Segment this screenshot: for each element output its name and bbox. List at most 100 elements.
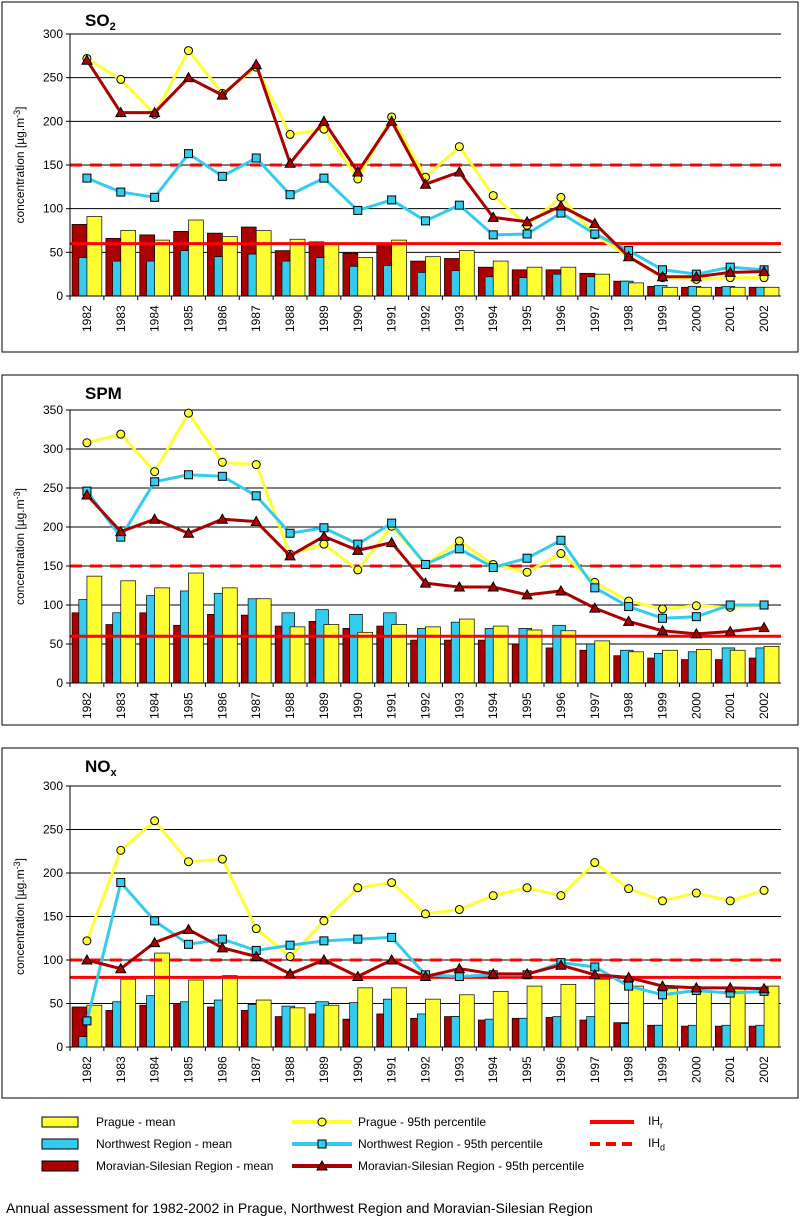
- point: [150, 916, 160, 926]
- x-tick-label: 1996: [554, 305, 568, 332]
- legend-label: IHd: [648, 1135, 666, 1153]
- legend-label: Prague - mean: [96, 1115, 176, 1129]
- y-tick-label: 300: [43, 27, 63, 41]
- point: [319, 539, 329, 549]
- point: [114, 525, 127, 537]
- point: [318, 953, 330, 965]
- point: [624, 981, 634, 991]
- x-tick-label: 1982: [80, 1056, 94, 1083]
- y-tick-label: 0: [56, 676, 63, 690]
- y-tick-label: 300: [43, 442, 63, 456]
- legend-label: Northwest Region - 95th percentile: [358, 1137, 543, 1151]
- legend-swatch-ihr: [590, 1120, 634, 1124]
- x-tick-label: 1991: [385, 1056, 399, 1083]
- point: [658, 990, 667, 1000]
- point: [419, 577, 432, 588]
- x-tick-label: 2001: [723, 692, 737, 719]
- point: [184, 149, 193, 159]
- point: [690, 627, 703, 639]
- bar: [492, 990, 509, 1048]
- legend-swatch-moravian-mean: [41, 1160, 79, 1172]
- point: [250, 58, 263, 70]
- point: [759, 885, 769, 895]
- x-tick-label: 1984: [148, 305, 162, 332]
- point: [150, 467, 160, 477]
- x-tick-label: 1991: [385, 305, 399, 332]
- point: [555, 200, 567, 211]
- x-tick-label: 2000: [689, 692, 703, 719]
- x-tick-label: 1999: [656, 305, 670, 332]
- y-tick-label: 250: [43, 823, 63, 837]
- x-tick-label: 1991: [385, 692, 399, 719]
- legend-label: Moravian-Silesian Region - 95th percenti…: [358, 1159, 585, 1173]
- point: [454, 142, 464, 152]
- bar: [696, 990, 712, 1048]
- bar: [662, 286, 678, 297]
- point: [81, 953, 93, 965]
- bar: [425, 998, 441, 1048]
- legend-swatch-northwest-p95: [292, 1139, 352, 1149]
- point: [81, 488, 93, 500]
- point: [284, 967, 296, 979]
- x-tick-label: 1982: [80, 692, 94, 719]
- bar: [696, 649, 712, 684]
- bar: [425, 256, 441, 297]
- x-tick-label: 1992: [419, 305, 433, 332]
- point: [251, 460, 261, 470]
- bar: [120, 580, 137, 684]
- y-tick-label: 200: [43, 520, 63, 534]
- point: [319, 916, 329, 926]
- bar: [86, 216, 103, 297]
- x-tick-label: 1994: [486, 1056, 500, 1083]
- y-tick-label: 150: [43, 910, 63, 924]
- point: [622, 615, 635, 626]
- point: [556, 549, 566, 559]
- point: [216, 89, 229, 100]
- point: [724, 625, 737, 637]
- point: [148, 936, 161, 948]
- point: [217, 854, 227, 864]
- point: [658, 613, 667, 623]
- bar: [188, 572, 204, 684]
- point: [556, 891, 566, 901]
- x-tick-label: 1983: [114, 305, 128, 332]
- point: [184, 470, 193, 480]
- point: [251, 924, 261, 934]
- x-tick-label: 1990: [351, 305, 365, 332]
- point: [521, 967, 533, 979]
- bar: [357, 631, 374, 684]
- point: [82, 173, 92, 183]
- point: [184, 857, 193, 867]
- point: [555, 584, 567, 596]
- point: [353, 205, 363, 215]
- bar: [357, 257, 374, 297]
- bar: [188, 979, 204, 1048]
- point: [725, 600, 735, 610]
- point: [217, 171, 227, 181]
- point: [116, 878, 126, 888]
- legend-moravian-mean: Moravian-Silesian Region - mean: [30, 1156, 273, 1176]
- point: [351, 970, 364, 982]
- x-tick-label: 1986: [215, 692, 229, 719]
- point: [521, 215, 533, 227]
- y-tick-label: 50: [50, 997, 64, 1011]
- bar: [594, 273, 611, 297]
- point: [590, 858, 600, 868]
- bar: [729, 649, 746, 684]
- legend-moravian-p95: Moravian-Silesian Region - 95th percenti…: [292, 1156, 584, 1176]
- point: [319, 936, 329, 946]
- x-tick-label: 1995: [520, 1056, 534, 1083]
- x-tick-label: 1988: [283, 1056, 297, 1083]
- point: [724, 266, 737, 277]
- point: [421, 909, 430, 919]
- point: [488, 563, 498, 573]
- point: [285, 940, 295, 950]
- point: [453, 165, 466, 177]
- point: [454, 905, 464, 915]
- legend-prague-mean: Prague - mean: [30, 1112, 175, 1132]
- x-tick-label: 1998: [622, 692, 636, 719]
- y-tick-label: 100: [43, 953, 63, 967]
- point: [622, 250, 635, 262]
- point: [250, 515, 263, 527]
- legend-northwest-mean: Northwest Region - mean: [30, 1134, 232, 1154]
